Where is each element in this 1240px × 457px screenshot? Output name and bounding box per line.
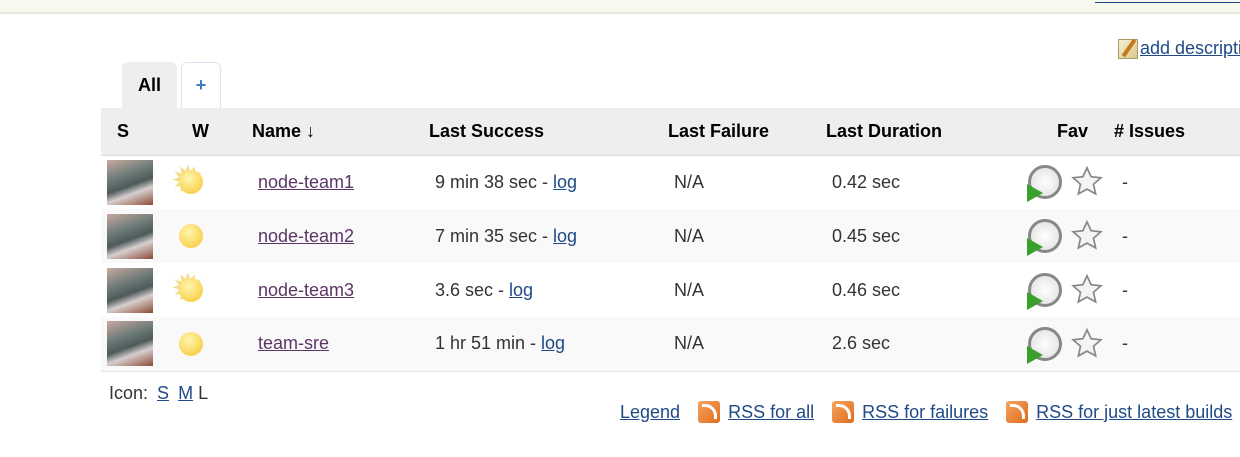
last-duration: 0.45 sec xyxy=(826,209,1006,263)
last-success: 9 min 38 sec - xyxy=(435,171,554,192)
schedule-build-icon[interactable] xyxy=(1027,326,1062,364)
rss-icon xyxy=(698,401,721,423)
icon-size-s[interactable]: S xyxy=(157,383,170,403)
tab-add-view[interactable]: + xyxy=(181,62,222,108)
log-link[interactable]: log xyxy=(553,171,578,192)
last-failure: N/A xyxy=(668,209,826,263)
col-weather[interactable]: W xyxy=(171,108,252,156)
schedule-build-icon[interactable] xyxy=(1027,165,1062,203)
status-icon[interactable] xyxy=(107,159,153,205)
favorite-star-icon[interactable] xyxy=(1070,165,1104,199)
weather-sunny-icon[interactable] xyxy=(171,212,211,258)
log-link[interactable]: log xyxy=(509,279,534,300)
rss-icon xyxy=(832,401,855,423)
rss-all-link[interactable]: RSS for all xyxy=(728,401,815,422)
status-icon[interactable] xyxy=(107,267,153,313)
last-duration: 0.46 sec xyxy=(832,279,901,300)
issues-count: - xyxy=(1122,171,1128,192)
col-issues[interactable]: # Issues xyxy=(1114,108,1240,156)
table-row: node-team1 9 min 38 sec - log N/A 0.42 s… xyxy=(101,155,1240,209)
weather-sunny-icon[interactable] xyxy=(171,158,211,204)
col-status[interactable]: S xyxy=(101,108,171,156)
status-icon[interactable] xyxy=(107,321,153,367)
last-duration: 2.6 sec xyxy=(826,317,1006,372)
top-link-underline xyxy=(1095,0,1240,3)
issues-count: - xyxy=(1122,279,1128,300)
log-link[interactable]: log xyxy=(553,225,578,246)
footer-links: Legend RSS for all RSS for failures RSS … xyxy=(620,401,1232,423)
col-fav[interactable]: Fav xyxy=(1006,108,1114,156)
issues-count: - xyxy=(1114,317,1240,372)
last-failure: N/A xyxy=(674,279,705,300)
icon-size-m[interactable]: M xyxy=(178,383,194,403)
table-row: node-team3 3.6 sec - log N/A 0.46 sec - xyxy=(101,263,1240,317)
schedule-build-icon[interactable] xyxy=(1027,273,1062,310)
favorite-star-icon[interactable] xyxy=(1070,219,1104,253)
top-bar xyxy=(0,0,1240,14)
status-icon[interactable] xyxy=(107,213,153,259)
weather-sunny-icon[interactable] xyxy=(171,266,211,312)
col-last-success[interactable]: Last Success xyxy=(429,108,668,156)
last-failure: N/A xyxy=(668,317,826,372)
weather-sunny-icon[interactable] xyxy=(171,320,211,366)
last-success: 7 min 35 sec - xyxy=(435,225,554,246)
add-description-link[interactable]: add description xyxy=(1140,38,1240,58)
issues-count: - xyxy=(1114,209,1240,263)
favorite-star-icon[interactable] xyxy=(1070,273,1104,307)
table-row: node-team2 7 min 35 sec - log N/A 0.45 s… xyxy=(101,209,1240,263)
last-success: 1 hr 51 min - xyxy=(435,333,542,354)
rss-icon xyxy=(1006,401,1029,423)
log-link[interactable]: log xyxy=(541,333,566,354)
jobs-table: S W Name ↓ Last Success Last Failure Las… xyxy=(101,108,1240,372)
tab-all[interactable]: All xyxy=(122,62,178,108)
icon-size-l: L xyxy=(198,383,209,403)
icon-size-label: Icon: xyxy=(109,383,149,403)
rss-failures-link[interactable]: RSS for failures xyxy=(862,401,989,422)
last-failure: N/A xyxy=(674,171,705,192)
table-row: team-sre 1 hr 51 min - log N/A 2.6 sec - xyxy=(101,317,1240,372)
job-name-link[interactable]: node-team1 xyxy=(258,171,355,192)
view-tabs: All + xyxy=(122,62,222,108)
job-name-link[interactable]: node-team2 xyxy=(258,225,355,246)
add-description[interactable]: add description xyxy=(1118,38,1240,59)
col-last-failure[interactable]: Last Failure xyxy=(668,108,826,156)
job-name-link[interactable]: node-team3 xyxy=(258,279,355,300)
schedule-build-icon[interactable] xyxy=(1027,219,1062,256)
last-success: 3.6 sec - xyxy=(435,279,510,300)
col-name[interactable]: Name ↓ xyxy=(252,108,429,156)
rss-latest-link[interactable]: RSS for just latest builds xyxy=(1036,401,1233,422)
icon-size-selector: Icon: S M L xyxy=(109,383,208,404)
last-duration: 0.42 sec xyxy=(832,171,901,192)
job-name-link[interactable]: team-sre xyxy=(258,333,330,354)
col-last-duration[interactable]: Last Duration xyxy=(826,108,1006,156)
legend-link[interactable]: Legend xyxy=(620,401,681,422)
edit-note-icon xyxy=(1118,38,1138,59)
favorite-star-icon[interactable] xyxy=(1070,327,1104,361)
